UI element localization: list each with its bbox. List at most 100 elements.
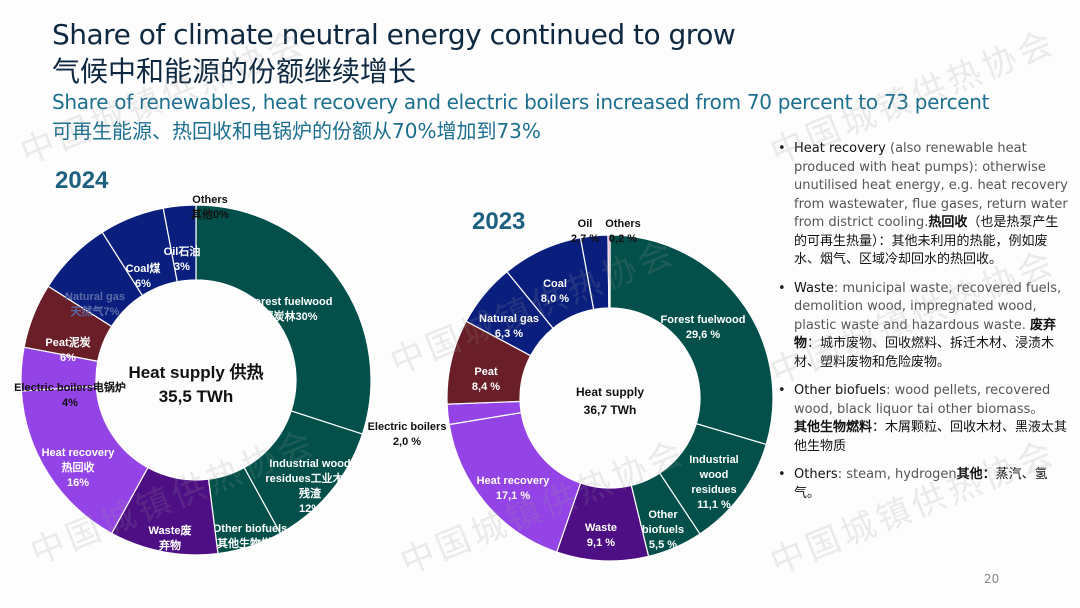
data-label-line: 其他0%: [191, 207, 229, 221]
data-label-electric-boilers: Electric boilers电锅炉 4%: [14, 380, 126, 409]
data-label-line: 6,3 %: [495, 328, 523, 340]
data-label-line: 2,0 %: [393, 436, 421, 448]
data-label-line: biofuels: [642, 524, 684, 536]
data-label-electric-boilers: Electric boilers 2,0 %: [368, 421, 447, 448]
data-label-line: Heat recovery: [477, 475, 551, 487]
data-label-coal: Coal煤 6%: [126, 261, 162, 290]
page-number: 20: [984, 572, 1000, 586]
slide-title-zh: 气候中和能源的份额继续增长: [52, 55, 417, 88]
data-label-line: 29,6 %: [686, 329, 720, 341]
data-label-heat-recovery: Heat recovery 17,1 %: [477, 475, 551, 502]
data-label-line: 9,1 %: [587, 537, 615, 549]
data-label-line: 薪炭林30%: [262, 309, 317, 323]
data-label-others: Others 其他0%: [191, 194, 229, 221]
data-label-line: Other: [648, 509, 678, 521]
data-label-waste: Waste 9,1 %: [585, 522, 617, 549]
data-label-other-biofuels: Other biofuels 其他生物燃料 6%: [213, 523, 288, 565]
definition-term: Other biofuels: [794, 383, 887, 398]
definition-waste: Waste: municipal waste, recovered fuels,…: [778, 280, 1068, 373]
data-label-line: 17,1 %: [496, 490, 530, 502]
data-label-line: 4%: [62, 397, 78, 409]
slide-title-en: Share of climate neutral energy continue…: [52, 18, 736, 51]
data-label-industrial-wood-residues: Industrial wood residues工业木材残渣 12%: [265, 458, 354, 515]
data-label-line: Oil石油: [164, 244, 201, 258]
definition-text-zh: （也是热泵产生的可再生热量）：其他未利用的热能，例如废水、烟气、区域冷却回水的热…: [794, 215, 1059, 267]
data-label-forest-fuelwood: Forest fuelwood 29,6 %: [661, 314, 746, 341]
data-label-line: 8,0 %: [541, 293, 569, 305]
slice-oil: [162, 204, 197, 283]
center-value: 35,5 TWh: [159, 387, 234, 406]
data-label-line: 弃物: [158, 538, 181, 552]
data-label-forest-fuelwood: Forest fuelwood 薪炭林30%: [248, 296, 333, 323]
data-label-industrial-wood-residues: Industrial wood residues 11,1 %: [689, 454, 739, 511]
definition-text: : steam, hydrogen: [837, 467, 957, 482]
definition-term: Heat recovery: [794, 141, 886, 156]
data-label-line: Forest fuelwood: [661, 314, 746, 326]
data-label-heat-recovery: Heat recovery 热回收 16%: [42, 447, 116, 489]
data-label-waste: Waste废弃物 10%: [149, 523, 192, 567]
data-label-line: 11,1 %: [697, 499, 731, 511]
data-label-line: Peat泥炭: [45, 335, 90, 349]
data-label-line: 8,4 %: [472, 381, 500, 393]
data-label-line: 12%: [299, 503, 321, 515]
donut-chart-2024: Forest fuelwood 薪炭林30% Industrial wood resi…: [14, 194, 372, 567]
data-label-line: 残渣: [299, 486, 322, 500]
data-label-line: 3%: [174, 261, 190, 273]
data-label-line: Others: [192, 194, 227, 206]
definition-term-zh: 废弃物: [794, 317, 1056, 352]
definition-heat-recovery: Heat recovery (also renewable heat produ…: [778, 140, 1068, 270]
data-label-line: Waste废: [149, 523, 192, 537]
definition-term-zh: 其他：: [956, 467, 996, 482]
data-label-line: Electric boilers: [368, 421, 447, 433]
data-label-line: Industrial: [689, 454, 739, 466]
data-label-peat: Peat 8,4 %: [472, 366, 500, 393]
definition-text: : municipal waste, recovered fuels, demo…: [794, 280, 1062, 333]
slice-forest-fuelwood: [609, 234, 774, 446]
data-label-line: Oil: [578, 218, 593, 230]
data-label-line: Waste: [585, 522, 617, 534]
data-label-line: Electric boilers电锅炉: [14, 380, 126, 394]
data-label-others: Others 0,2 %: [605, 218, 640, 245]
data-label-line: Natural gas: [479, 313, 539, 325]
data-label-line: wood: [699, 469, 729, 481]
chart-2023-title: 2023: [472, 208, 526, 235]
definitions-list: Heat recovery (also renewable heat produ…: [778, 140, 1068, 513]
data-label-line: Peat: [474, 366, 498, 378]
definition-term: Waste: [794, 280, 834, 296]
data-label-line: 6%: [60, 352, 76, 364]
data-label-line: 其他生物燃料: [217, 536, 283, 550]
data-label-peat: Peat泥炭 6%: [45, 335, 90, 364]
data-label-oil: Oil石油 3%: [164, 244, 201, 273]
data-label-line: Coal煤: [126, 261, 162, 275]
data-label-other-biofuels: Other biofuels 5,5 %: [642, 509, 684, 551]
definition-other-biofuels: Other biofuels: wood pellets, recovered …: [778, 382, 1068, 456]
center-label: Heat supply 供热: [128, 362, 263, 382]
data-label-line: 天然气7%: [71, 304, 120, 318]
center-label: Heat supply: [576, 385, 644, 399]
definition-term-zh: 其他生物燃料: [794, 420, 873, 435]
definition-text-zh: ：城市废物、回收燃料、拆迁木材、浸渍木材、塑料废物和危险废物。: [794, 336, 1055, 370]
definition-others: Others: steam, hydrogen其他：蒸汽、氢气。: [778, 466, 1068, 503]
definition-term-zh: 热回收: [928, 215, 968, 230]
center-value: 36,7 TWh: [584, 403, 637, 417]
data-label-line: 0,2 %: [609, 233, 637, 245]
data-label-line: residues: [691, 484, 736, 496]
definition-term: Others: [794, 467, 838, 482]
data-label-line: 5,5 %: [649, 539, 677, 551]
data-label-oil: Oil 2,7 %: [571, 218, 599, 245]
slide-subtitle-en: Share of renewables, heat recovery and e…: [52, 90, 990, 114]
data-label-line: 热回收: [62, 460, 95, 474]
data-label-line: 16%: [67, 477, 89, 489]
data-label-natural-gas: Natural gas 天然气7%: [65, 291, 125, 318]
data-label-line: Heat recovery: [42, 447, 116, 459]
slice-forest-fuelwood: [195, 204, 372, 435]
data-label-coal: Coal 8,0 %: [541, 278, 569, 305]
data-label-natural-gas: Natural gas 6,3 %: [479, 313, 539, 340]
data-label-line: 6%: [135, 278, 151, 290]
definition-text-zh: 蒸汽、氢气。: [794, 467, 1048, 501]
definition-text: : wood pellets, recovered wood, black li…: [794, 383, 1051, 417]
data-label-line: Industrial wood: [269, 458, 350, 470]
chart-2024-title: 2024: [55, 167, 109, 194]
data-label-line: Others: [605, 218, 640, 230]
